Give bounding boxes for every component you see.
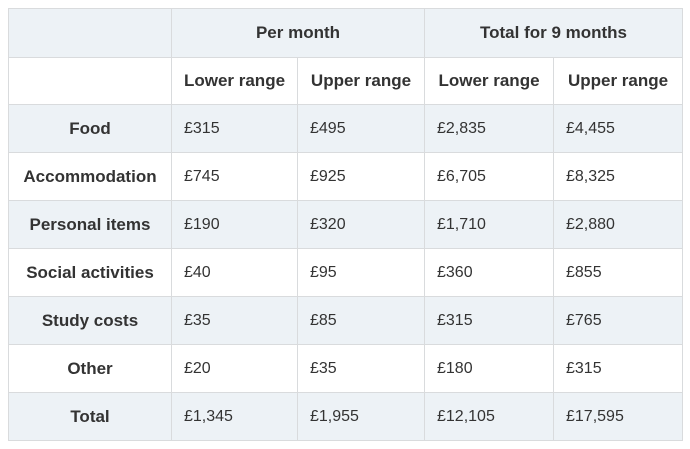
cell-value: £20 bbox=[171, 344, 298, 393]
cell-value: £765 bbox=[552, 296, 684, 345]
sub-header-row: Lower range Upper range Lower range Uppe… bbox=[8, 57, 684, 105]
cell-value: £1,955 bbox=[297, 392, 425, 441]
cell-value: £2,835 bbox=[424, 104, 554, 153]
cell-value: £360 bbox=[424, 248, 554, 297]
cell-value: £495 bbox=[297, 104, 425, 153]
cell-value: £40 bbox=[171, 248, 298, 297]
cell-value: £315 bbox=[552, 344, 684, 393]
row-label: Other bbox=[8, 344, 172, 393]
sub-header-total-upper: Upper range bbox=[552, 57, 684, 105]
cell-value: £35 bbox=[297, 344, 425, 393]
table-row-food: Food £315 £495 £2,835 £4,455 bbox=[8, 104, 684, 153]
row-label: Food bbox=[8, 104, 172, 153]
sub-header-month-lower: Lower range bbox=[171, 57, 298, 105]
sub-header-total-lower: Lower range bbox=[424, 57, 554, 105]
group-header-per-month: Per month bbox=[171, 8, 425, 58]
cell-value: £745 bbox=[171, 152, 298, 201]
table-row-personal-items: Personal items £190 £320 £1,710 £2,880 bbox=[8, 200, 684, 249]
cell-value: £180 bbox=[424, 344, 554, 393]
row-label: Total bbox=[8, 392, 172, 441]
cell-value: £95 bbox=[297, 248, 425, 297]
cell-value: £1,345 bbox=[171, 392, 298, 441]
row-label: Study costs bbox=[8, 296, 172, 345]
cell-value: £190 bbox=[171, 200, 298, 249]
table-row-accommodation: Accommodation £745 £925 £6,705 £8,325 bbox=[8, 152, 684, 201]
cell-value: £315 bbox=[171, 104, 298, 153]
cell-value: £35 bbox=[171, 296, 298, 345]
cell-value: £1,710 bbox=[424, 200, 554, 249]
group-header-total-9-months: Total for 9 months bbox=[423, 8, 684, 58]
cell-value: £2,880 bbox=[552, 200, 684, 249]
cell-value: £315 bbox=[424, 296, 554, 345]
row-label: Social activities bbox=[8, 248, 172, 297]
cell-value: £17,595 bbox=[552, 392, 684, 441]
corner-cell bbox=[8, 8, 172, 58]
cell-value: £925 bbox=[297, 152, 425, 201]
cell-value: £8,325 bbox=[552, 152, 684, 201]
sub-header-month-upper: Upper range bbox=[297, 57, 425, 105]
table-row-study-costs: Study costs £35 £85 £315 £765 bbox=[8, 296, 684, 345]
cell-value: £12,105 bbox=[424, 392, 554, 441]
table-row-other: Other £20 £35 £180 £315 bbox=[8, 344, 684, 393]
group-header-row: Per month Total for 9 months bbox=[8, 8, 684, 58]
row-label: Personal items bbox=[8, 200, 172, 249]
row-label: Accommodation bbox=[8, 152, 172, 201]
cell-value: £320 bbox=[297, 200, 425, 249]
cell-value: £855 bbox=[552, 248, 684, 297]
table-row-total: Total £1,345 £1,955 £12,105 £17,595 bbox=[8, 392, 684, 441]
living-costs-table: Per month Total for 9 months Lower range… bbox=[8, 8, 684, 441]
table-row-social-activities: Social activities £40 £95 £360 £855 bbox=[8, 248, 684, 297]
cell-value: £6,705 bbox=[424, 152, 554, 201]
cell-value: £85 bbox=[297, 296, 425, 345]
corner-cell-2 bbox=[8, 57, 172, 105]
cell-value: £4,455 bbox=[552, 104, 684, 153]
